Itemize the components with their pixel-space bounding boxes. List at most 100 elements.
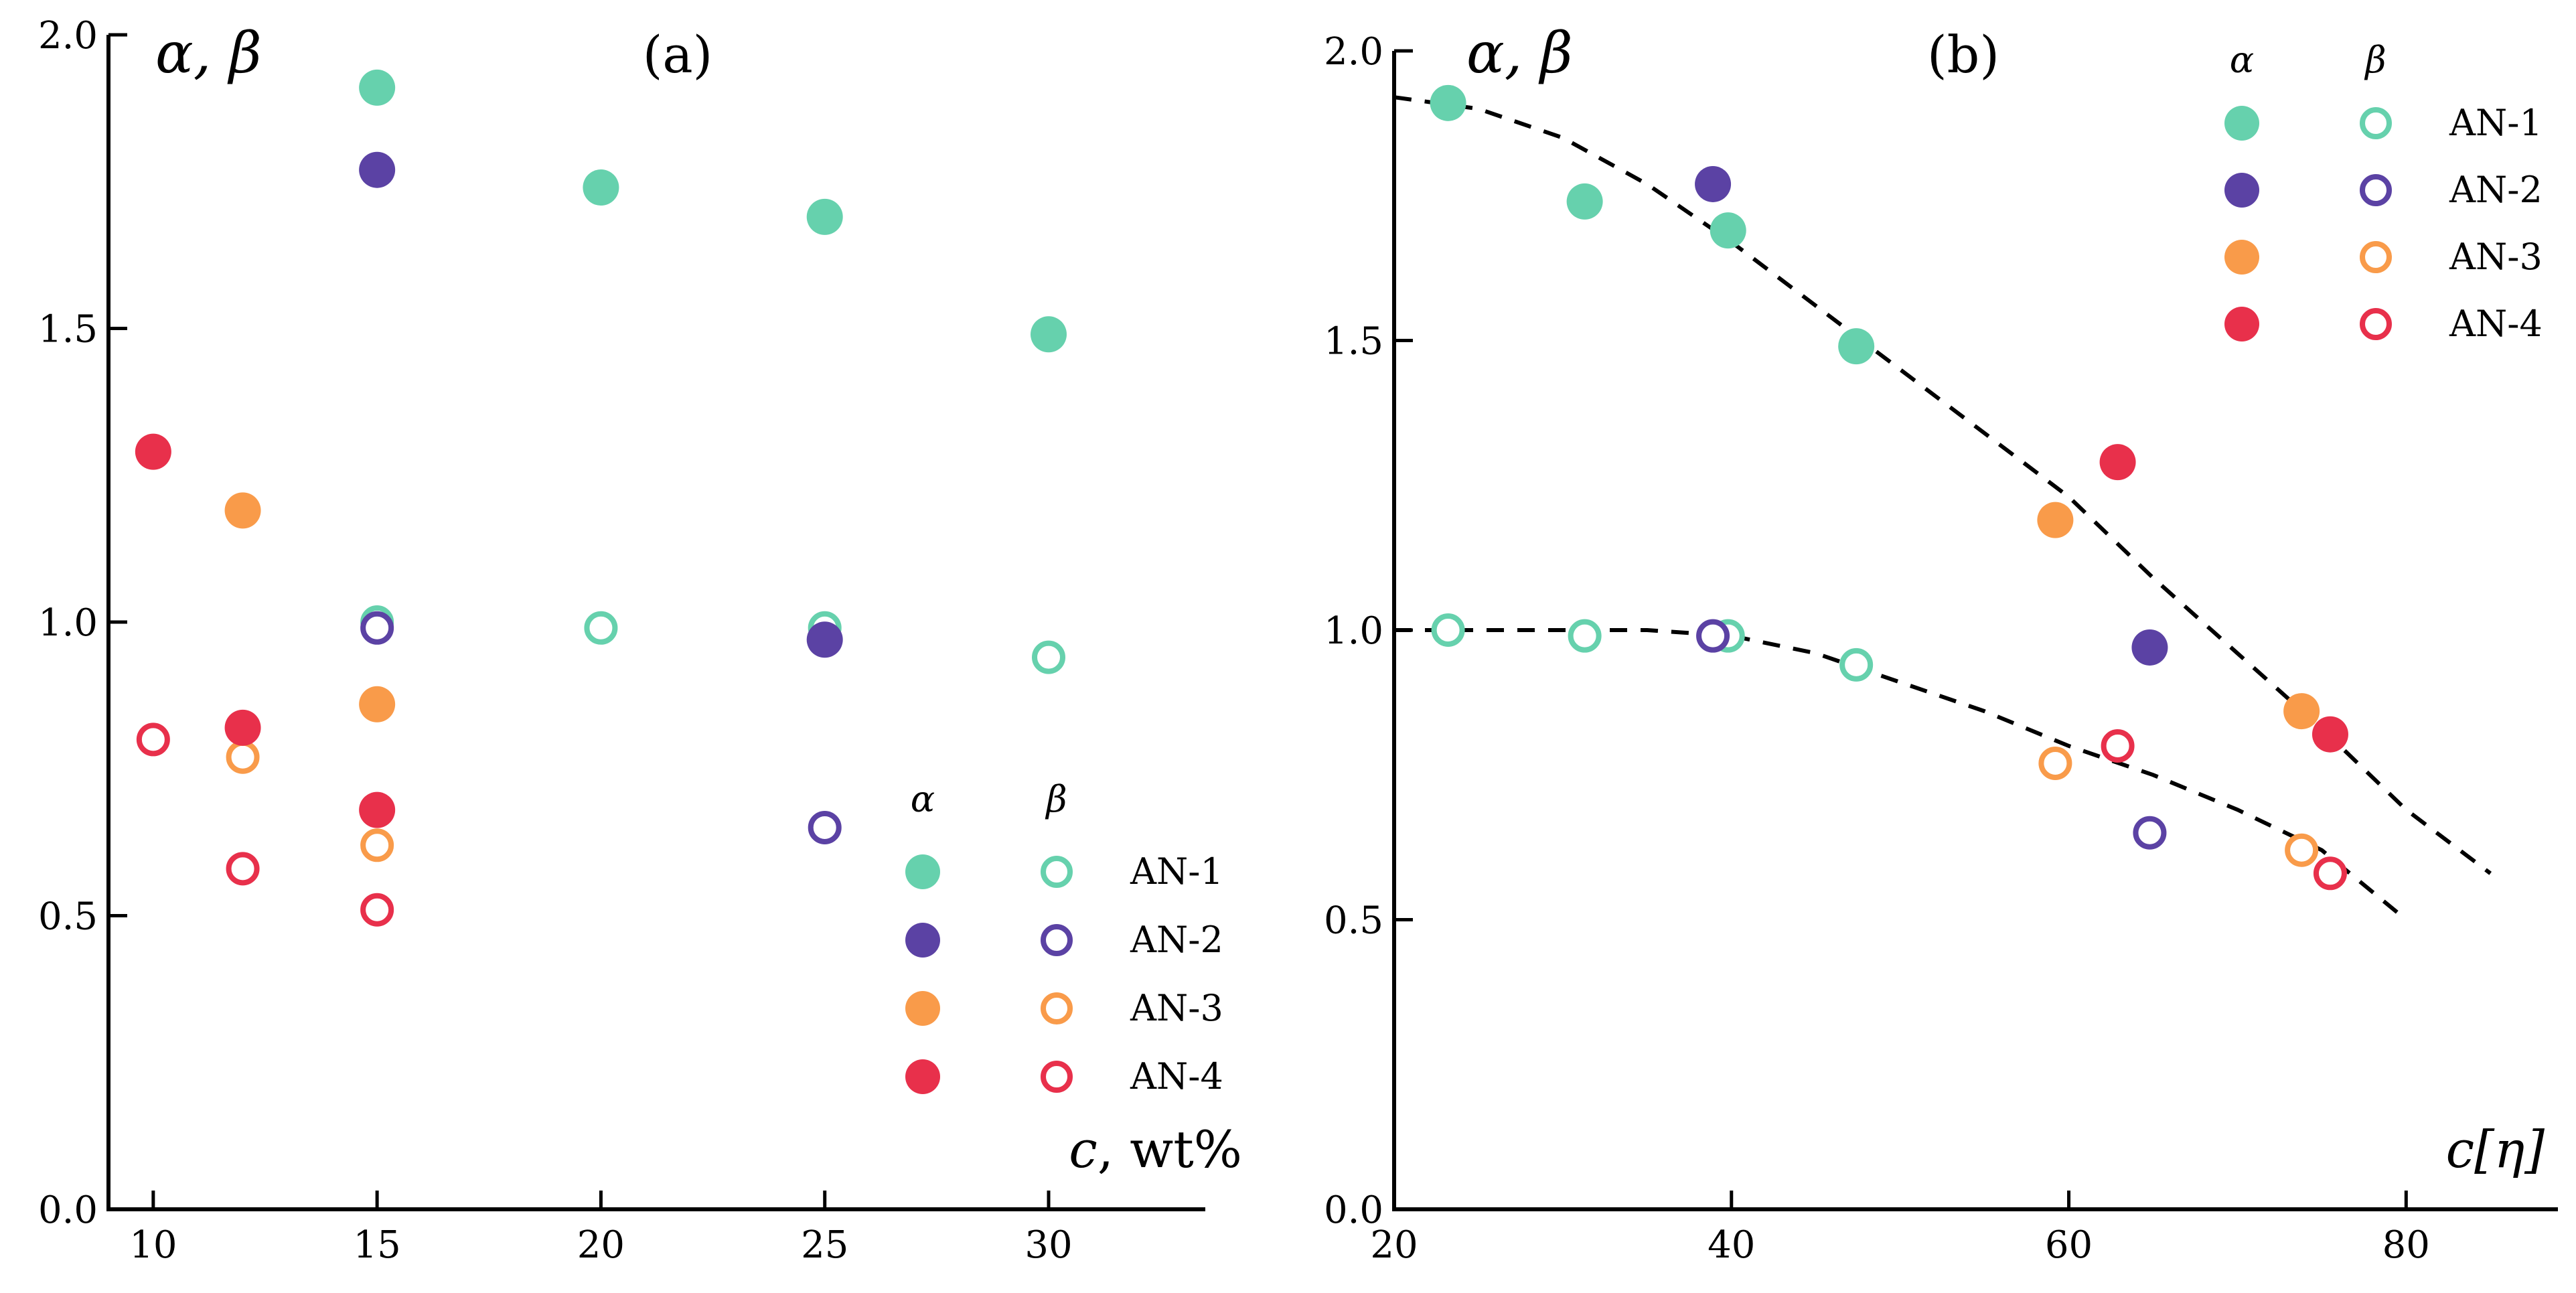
- point-alpha-an-2: [359, 151, 396, 188]
- legend-beta-marker: [1041, 1061, 1073, 1093]
- point-alpha-an-3: [2037, 502, 2074, 538]
- point-beta-an-1: [1839, 648, 1874, 682]
- legend-beta-marker: [1041, 992, 1073, 1024]
- legend-alpha-marker: [905, 991, 940, 1026]
- x-axis-title: c, wt%: [1069, 1120, 1242, 1179]
- y-axis-title: α, β: [155, 20, 262, 86]
- point-beta-an-4: [226, 852, 260, 886]
- legend: α β AN-1 AN-2 AN-3 AN-4: [905, 778, 1223, 1097]
- x-tick-label: 15: [354, 1223, 401, 1267]
- legend-beta-marker: [2360, 308, 2392, 340]
- legend-alpha-marker: [905, 1059, 940, 1094]
- y-tick-label: 0.5: [38, 895, 98, 939]
- x-tick-label: 20: [1370, 1223, 1418, 1267]
- legend-beta-marker: [2360, 241, 2392, 273]
- legend: α β AN-1 AN-2 AN-3 AN-4: [2224, 39, 2543, 345]
- point-beta-an-4: [360, 893, 394, 927]
- legend-alpha-header: α: [2230, 39, 2254, 81]
- x-tick-label: 25: [801, 1223, 848, 1267]
- legend-alpha-marker: [2224, 106, 2259, 141]
- legend-beta-marker: [1041, 856, 1073, 888]
- x-tick-label: 20: [577, 1223, 625, 1267]
- panel-label: (a): [643, 25, 713, 84]
- legend-alpha-marker: [2224, 307, 2259, 341]
- point-beta-an-1: [584, 611, 618, 645]
- legend-beta-header: β: [2364, 39, 2386, 81]
- point-alpha-an-4: [2312, 716, 2348, 753]
- x-tick-label: 60: [2045, 1223, 2093, 1267]
- point-beta-an-1: [1431, 613, 1465, 647]
- point-beta-an-4: [2313, 856, 2347, 891]
- point-beta-an-2: [360, 611, 394, 645]
- legend-label: AN-4: [1130, 1055, 1223, 1097]
- y-axis-title: α, β: [1466, 20, 1573, 86]
- point-alpha-an-2: [2131, 629, 2168, 666]
- point-alpha-an-2: [806, 621, 843, 658]
- point-alpha-an-1: [806, 198, 843, 235]
- y-tick-label: 1.0: [38, 601, 98, 645]
- y-tick-label: 1.0: [1324, 609, 1383, 653]
- point-alpha-an-3: [224, 492, 261, 529]
- y-tick-label: 2.0: [38, 14, 98, 58]
- legend-alpha-marker: [905, 854, 940, 889]
- point-alpha-an-3: [359, 686, 396, 722]
- point-alpha-an-4: [359, 791, 396, 828]
- panel-b: 20 40 60 80 0.0 0.5 1.0 1.5 2.0 α, β (b) c[η] α β AN-1…: [1324, 20, 2558, 1267]
- x-axis-title: c[η]: [2446, 1120, 2545, 1179]
- x-axis-title-symbol: c[η]: [2446, 1120, 2545, 1179]
- point-alpha-an-1: [1031, 316, 1067, 353]
- point-beta-an-2: [808, 810, 842, 844]
- legend-label: AN-2: [2449, 169, 2543, 211]
- point-alpha-an-1: [1838, 328, 1875, 365]
- point-beta-an-1: [1568, 619, 1602, 653]
- x-tick-label: 10: [129, 1223, 177, 1267]
- legend-alpha-marker: [905, 923, 940, 958]
- y-tick-label: 1.5: [1324, 320, 1383, 364]
- x-axis-title-unit: , wt%: [1097, 1120, 1242, 1179]
- point-beta-an-1: [1032, 640, 1065, 674]
- y-tick-label: 2.0: [1324, 30, 1383, 74]
- legend-label: AN-3: [1130, 987, 1223, 1029]
- alpha-fit-curve: [1393, 95, 2492, 875]
- legend-label: AN-3: [2449, 236, 2543, 278]
- beta-fit-curve: [1394, 628, 2408, 921]
- point-alpha-an-1: [583, 169, 619, 206]
- legend-beta-marker: [2360, 174, 2392, 206]
- x-tick-label: 80: [2382, 1223, 2430, 1267]
- legend-label: AN-2: [1130, 919, 1223, 961]
- panel-a: 10 15 20 25 30 0.0 0.5 1.0 1.5 2.0 α, β (a) c, wt% α β…: [38, 14, 1242, 1267]
- point-alpha-an-2: [1695, 165, 1732, 202]
- point-beta-an-4: [2101, 729, 2135, 763]
- point-alpha-an-1: [359, 69, 396, 106]
- point-alpha-an-1: [1430, 84, 1466, 121]
- y-tick-label: 0.0: [1324, 1189, 1383, 1232]
- point-beta-an-3: [2038, 746, 2072, 780]
- point-alpha-an-4: [2099, 444, 2136, 481]
- legend-alpha-header: α: [911, 778, 935, 820]
- legend-beta-header: β: [1045, 778, 1067, 820]
- legend-label: AN-1: [1130, 850, 1223, 893]
- point-beta-an-3: [2285, 833, 2319, 867]
- point-alpha-an-1: [1566, 183, 1603, 220]
- legend-label: AN-1: [2449, 102, 2543, 144]
- legend-beta-marker: [1041, 924, 1073, 956]
- legend-beta-marker: [2360, 107, 2392, 139]
- x-axis-title-symbol: c: [1069, 1120, 1097, 1179]
- y-tick-label: 1.5: [38, 308, 98, 352]
- legend-label: AN-4: [2449, 303, 2543, 345]
- y-tick-label: 0.0: [38, 1189, 98, 1232]
- point-alpha-an-3: [2283, 693, 2320, 730]
- point-beta-an-2: [1696, 619, 1730, 653]
- x-tick-label: 40: [1708, 1223, 1755, 1267]
- point-beta-an-2: [2133, 816, 2167, 850]
- legend-alpha-marker: [2224, 173, 2259, 208]
- legend-alpha-marker: [2224, 240, 2259, 275]
- point-beta-an-3: [360, 828, 394, 862]
- x-tick-label: 30: [1025, 1223, 1072, 1267]
- point-beta-an-4: [136, 722, 170, 757]
- point-alpha-an-4: [224, 709, 261, 746]
- y-tick-label: 0.5: [1324, 899, 1383, 943]
- point-alpha-an-1: [1710, 212, 1746, 249]
- point-beta-an-3: [226, 740, 260, 774]
